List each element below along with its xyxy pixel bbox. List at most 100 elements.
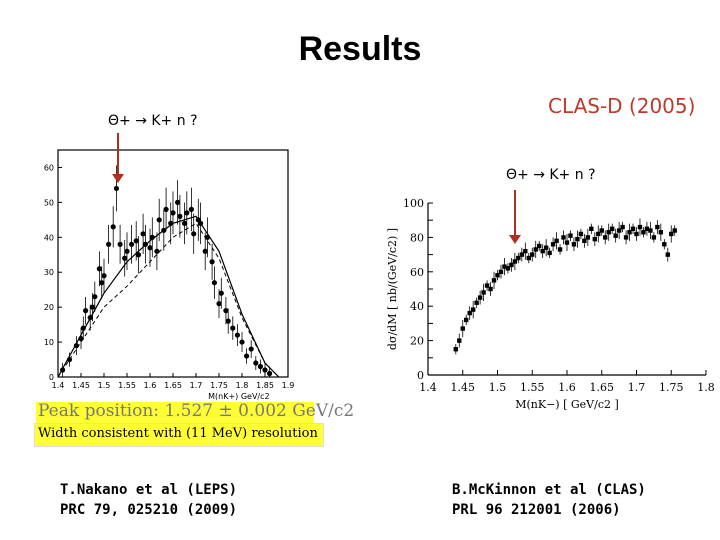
clas-x-tick-label: 1.65 [590, 381, 615, 394]
leps-data-point [257, 363, 263, 370]
leps-data-point [211, 280, 217, 286]
leps-data-point [253, 360, 259, 366]
clas-data-point [592, 236, 597, 242]
clas-x-tick-label: 1.45 [451, 381, 476, 394]
clas-data-point [547, 250, 552, 256]
clas-data-point [623, 235, 629, 240]
clas-data-point [575, 236, 580, 242]
clas-data-point [467, 310, 472, 316]
leps-data-point [209, 259, 215, 265]
leps-data-point [66, 356, 73, 363]
clas-data-point [578, 231, 584, 237]
clas-data-point [498, 269, 504, 274]
clas-y-tick-label: 40 [410, 300, 424, 313]
clas-data-point [457, 338, 462, 343]
clas-data-point [530, 252, 535, 257]
slide-title: Results [298, 30, 422, 68]
clas-data-point [474, 300, 479, 305]
leps-data-point [267, 370, 273, 377]
leps-data-point [223, 308, 229, 314]
leps-data-point [244, 353, 250, 359]
leps-data-point [87, 315, 93, 321]
leps-background-curve [57, 222, 280, 378]
leps-data-point [184, 210, 190, 216]
clas-data-point [460, 326, 465, 331]
leps-x-tick-label: 1.5 [98, 381, 111, 390]
clas-data-point [477, 295, 483, 300]
right-peak-arrow [509, 190, 521, 244]
leps-data-point [202, 248, 208, 254]
clas-x-tick-label: 1.4 [419, 381, 437, 394]
clas-data-point [561, 235, 566, 240]
right-citation-line-2: PRL 96 212001 (2006) [452, 502, 621, 518]
clas-data-point [484, 283, 490, 288]
clas-data-point [669, 231, 674, 237]
leps-data-point [163, 206, 169, 212]
clas-data-point [519, 252, 525, 257]
leps-data-point [170, 210, 176, 216]
leps-x-tick-label: 1.7 [190, 381, 203, 390]
leps-data-point [140, 231, 146, 237]
clas-data-point [599, 228, 604, 233]
clas-y-tick-label: 20 [410, 335, 424, 348]
right-citation: B.McKinnon et al (CLAS) PRL 96 212001 (2… [452, 480, 646, 520]
leps-y-tick-label: 30 [44, 268, 54, 277]
leps-y-tick-label: 20 [44, 303, 54, 312]
leps-data-point [262, 367, 268, 373]
clas-data-point [554, 238, 559, 244]
clas-data-point [651, 235, 657, 240]
leps-y-tick-label: 0 [49, 373, 54, 382]
leps-data-point [99, 280, 105, 286]
leps-data-point [225, 318, 231, 324]
clas-data-point [658, 230, 664, 235]
clas-x-tick-label: 1.55 [520, 381, 545, 394]
clas-y-tick-label: 100 [403, 197, 424, 210]
clas-data-point [537, 243, 542, 249]
leps-x-tick-label: 1.75 [210, 381, 228, 390]
clas-y-axis-label: dσ/dM [ nb/(GeV/c2) ] [386, 228, 399, 350]
clas-data-point [512, 259, 518, 264]
clas-data-point [550, 242, 556, 247]
left-peak-arrow [112, 133, 124, 183]
leps-data-point [156, 217, 162, 223]
clas-data-point [665, 252, 670, 257]
leps-data-point [218, 290, 224, 296]
leps-data-point [175, 199, 181, 205]
clas-data-point [603, 235, 608, 240]
clas-data-point [564, 240, 570, 245]
clas-data-point [672, 228, 677, 233]
left-citation: T.Nakano et al (LEPS) PRC 79, 025210 (20… [60, 480, 237, 520]
leps-data-point [89, 304, 96, 310]
clas-data-point [543, 245, 549, 250]
leps-data-point [181, 220, 188, 226]
leps-y-tick-label: 50 [44, 198, 54, 207]
clas-data-point [491, 278, 497, 283]
left-citation-line-1: T.Nakano et al (LEPS) [60, 482, 238, 498]
clas-data-point [596, 231, 601, 237]
leps-data-point [110, 224, 116, 230]
clas-data-point [644, 226, 650, 231]
leps-data-point [106, 241, 112, 247]
clas-data-point [630, 226, 636, 231]
left-reaction-label: Θ+ → K+ n ? [108, 113, 198, 129]
leps-data-point [133, 238, 139, 244]
left-citation-line-2: PRC 79, 025210 (2009) [60, 502, 238, 518]
leps-x-tick-label: 1.9 [282, 381, 295, 390]
clas-data-point [662, 242, 667, 247]
clas-x-tick-label: 1.8 [697, 381, 715, 394]
clas-data-point [616, 228, 622, 233]
leps-data-point [122, 255, 128, 261]
leps-data-point [168, 220, 174, 226]
leps-data-point [239, 339, 245, 345]
width-note-text: Width consistent with (11 MeV) resolutio… [38, 426, 318, 441]
leps-data-point [154, 248, 160, 254]
clas-data-point [502, 264, 507, 269]
clas-data-point [464, 317, 469, 323]
leps-data-point [204, 234, 211, 240]
leps-x-tick-label: 1.8 [236, 381, 249, 390]
clas-data-point [589, 226, 594, 231]
leps-data-point [177, 213, 183, 219]
leps-data-point [60, 367, 66, 373]
